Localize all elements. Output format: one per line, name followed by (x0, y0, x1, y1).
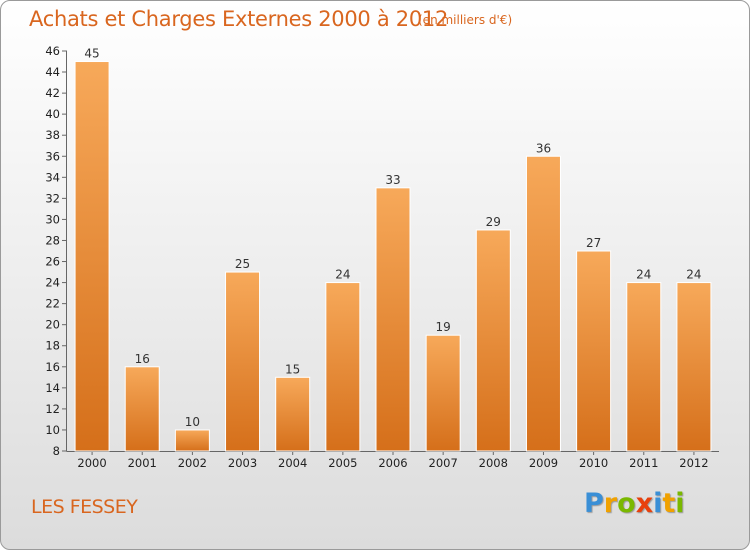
bar-2008[interactable] (475, 229, 511, 452)
bar-2007[interactable] (425, 334, 461, 452)
y-tick-label: 16 (45, 360, 60, 374)
y-tick-label: 10 (45, 423, 60, 437)
y-tick-label: 18 (45, 339, 60, 353)
data-label-2012: 24 (686, 268, 701, 282)
logo-letter: P (584, 488, 604, 519)
data-label-2004: 15 (285, 362, 300, 376)
y-tick-label: 30 (45, 212, 60, 226)
logo-letter: i (653, 488, 663, 519)
y-tick-label: 20 (45, 318, 60, 332)
logo-letter: o (617, 488, 636, 519)
bar-2010[interactable] (576, 250, 612, 452)
x-tick-label-2001: 2001 (128, 456, 157, 470)
data-label-2003: 25 (235, 257, 250, 271)
town-name: LES FESSEY (31, 496, 138, 518)
bar-2001[interactable] (124, 366, 160, 452)
logo-letter: r (603, 488, 618, 519)
logo-letter: i (675, 488, 685, 519)
data-label-2000: 45 (84, 47, 99, 61)
data-label-2008: 29 (486, 215, 501, 229)
y-tick-label: 40 (45, 107, 60, 121)
y-tick-label: 22 (45, 297, 60, 311)
data-label-2007: 19 (436, 320, 451, 334)
x-tick-label-2010: 2010 (579, 456, 608, 470)
y-tick-label: 38 (45, 128, 60, 142)
x-tick-label-2008: 2008 (479, 456, 508, 470)
y-tick-label: 44 (45, 65, 60, 79)
data-label-2006: 33 (385, 173, 400, 187)
data-label-2010: 27 (586, 236, 601, 250)
data-label-2002: 10 (185, 415, 200, 429)
y-tick-label: 26 (45, 255, 60, 269)
x-tick-label-2006: 2006 (378, 456, 407, 470)
data-label-2011: 24 (636, 268, 651, 282)
bar-2006[interactable] (375, 187, 411, 452)
y-tick-label: 24 (45, 276, 60, 290)
x-tick-label-2011: 2011 (629, 456, 658, 470)
y-tick-label: 42 (45, 86, 60, 100)
x-tick-label-2009: 2009 (529, 456, 558, 470)
chart-axes: 8 10 12 14 16 18 20 22 24 26 28 30 32 34 36 38 40 42 44 46 2… (45, 44, 719, 470)
x-tick-label-2000: 2000 (77, 456, 106, 470)
chart-title: Achats et Charges Externes 2000 à 2012 (29, 7, 449, 31)
y-tick-label: 32 (45, 191, 60, 205)
bar-2002[interactable] (174, 429, 210, 452)
x-tick-label-2012: 2012 (679, 456, 708, 470)
data-label-2005: 24 (335, 268, 350, 282)
y-tick-label: 12 (45, 402, 60, 416)
x-tick-label-2002: 2002 (178, 456, 207, 470)
bar-2003[interactable] (225, 271, 261, 452)
bar-2011[interactable] (626, 282, 662, 452)
y-tick-label: 14 (45, 381, 60, 395)
logo-letter: x (635, 488, 654, 519)
data-label-2001: 16 (135, 352, 150, 366)
x-tick-label-2007: 2007 (429, 456, 458, 470)
chart-labels: 45 16 10 25 15 24 33 19 29 36 27 24 24 (84, 47, 701, 429)
proxiti-logo[interactable]: Proxiti (584, 488, 685, 519)
logo-letter: t (662, 488, 676, 519)
x-tick-label-2003: 2003 (228, 456, 257, 470)
bar-2009[interactable] (525, 155, 561, 452)
data-label-2009: 36 (536, 141, 551, 155)
bar-2004[interactable] (275, 376, 311, 452)
x-tick-label-2004: 2004 (278, 456, 307, 470)
y-tick-label: 46 (45, 44, 60, 58)
chart-bars (74, 61, 712, 452)
bar-2005[interactable] (325, 282, 361, 452)
bar-2012[interactable] (676, 282, 712, 452)
y-tick-label: 36 (45, 149, 60, 163)
y-tick-label: 34 (45, 170, 60, 184)
chart-subtitle: (en milliers d'€) (418, 13, 513, 27)
y-tick-label: 8 (53, 444, 60, 458)
y-tick-label: 28 (45, 233, 60, 247)
x-tick-label-2005: 2005 (328, 456, 357, 470)
bar-2000[interactable] (74, 61, 110, 452)
